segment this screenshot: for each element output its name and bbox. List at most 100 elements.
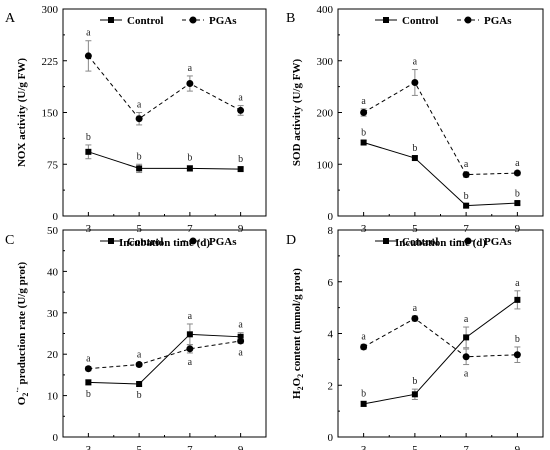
data-point [360, 109, 368, 116]
y-tick-label: 2 [328, 380, 334, 392]
legend-marker-circle [189, 16, 197, 24]
y-tick-label: 30 [47, 308, 59, 320]
significance-label: a [464, 314, 469, 325]
panel-label: C [5, 233, 14, 248]
legend-marker-circle [464, 237, 472, 245]
y-tick-label: 225 [42, 56, 59, 68]
legend-marker-square [108, 17, 114, 23]
data-point [84, 365, 92, 373]
x-tick-label: 5 [412, 444, 418, 450]
data-point [136, 165, 143, 172]
series-control: b b a a [360, 278, 521, 407]
data-point [84, 52, 92, 60]
data-point [136, 381, 143, 388]
legend-item-pgas: PGAs [457, 15, 512, 27]
series-line [363, 81, 518, 176]
legend-label: Control [402, 15, 438, 27]
series-line [88, 151, 241, 170]
data-point [514, 200, 521, 207]
x-tick-label: 9 [515, 223, 521, 235]
significance-label: b [137, 151, 142, 162]
legend-item-control: Control [100, 15, 163, 27]
legend-item-control: Control [100, 236, 163, 248]
significance-label: b [412, 143, 417, 154]
data-point [85, 379, 92, 386]
x-axis-title: Incubation time (d) [395, 237, 486, 249]
y-axis-title: SOD activity (U/g FW) [291, 59, 303, 167]
data-point [411, 314, 419, 322]
y-axis-title-part: production rate (U/g prot) [16, 261, 28, 387]
data-point [411, 155, 418, 162]
x-tick-label: 5 [136, 223, 142, 235]
data-point [186, 345, 194, 353]
panel-a: A 0 75 150 225 300 3 5 7 9 Incubation time (d) NOX … [5, 4, 267, 249]
y-axis-title-part: 2 [296, 374, 305, 378]
y-axis-title-part: H [291, 390, 303, 399]
significance-label: b [86, 389, 91, 400]
significance-label: a [188, 63, 193, 74]
significance-label: a [86, 28, 91, 39]
x-axis-title: Incubation time (d) [119, 237, 210, 249]
data-point [360, 400, 367, 407]
y-tick-label: 50 [47, 225, 59, 237]
plot-frame [62, 229, 267, 438]
significance-label: b [361, 388, 366, 399]
series-line [363, 299, 518, 405]
panel-label: B [286, 11, 295, 26]
significance-label: b [361, 127, 366, 138]
panel-c: C 0 10 20 30 40 50 3 5 7 9 Incubation time (d) O2·- … [5, 225, 267, 450]
significance-label: a [361, 331, 366, 342]
significance-label: b [515, 189, 520, 200]
x-tick-label: 3 [361, 223, 367, 235]
x-tick-label: 9 [515, 444, 521, 450]
data-point [135, 361, 143, 369]
panel-label: A [5, 11, 16, 26]
y-tick-label: 75 [47, 159, 59, 171]
legend-item-pgas: PGAs [457, 236, 512, 248]
x-tick-label: 7 [187, 444, 193, 450]
x-tick-label: 9 [238, 223, 244, 235]
y-axis-title: NOX activity (U/g FW) [16, 58, 28, 167]
significance-label: b [515, 334, 520, 345]
legend-marker-circle [189, 237, 197, 245]
legend-item-pgas: PGAs [182, 236, 237, 248]
series-line [363, 317, 518, 358]
significance-label: b [238, 154, 243, 165]
data-point [463, 202, 470, 209]
data-point [411, 78, 419, 86]
legend-marker-square [383, 238, 389, 244]
series-control: b b a a [85, 311, 244, 401]
series-line [87, 55, 241, 120]
legend-label: PGAs [484, 15, 512, 27]
panel-b: B 0 100 200 300 400 3 5 7 9 Incubation time (d) SOD… [286, 4, 544, 249]
data-point [360, 139, 367, 146]
y-tick-label: 40 [47, 266, 59, 278]
panel-label: D [286, 233, 296, 248]
x-tick-label: 3 [86, 223, 92, 235]
significance-label: a [464, 369, 469, 380]
legend-marker-circle [464, 16, 472, 24]
significance-label: a [238, 320, 243, 331]
significance-label: a [86, 354, 91, 365]
y-axis-title-part: content (mmol/g prot) [291, 268, 303, 374]
data-point [411, 391, 418, 398]
y-tick-label: 4 [328, 329, 334, 341]
x-tick-label: 7 [463, 444, 469, 450]
y-tick-label: 8 [328, 225, 334, 237]
y-tick-label: 0 [328, 432, 334, 444]
data-point [513, 351, 521, 359]
plot-frame [62, 8, 267, 217]
data-point [513, 169, 521, 177]
legend-label: PGAs [209, 236, 237, 248]
legend-item-pgas: PGAs [182, 15, 237, 27]
legend-label: Control [127, 236, 163, 248]
y-tick-label: 150 [42, 108, 59, 120]
series-line [88, 340, 241, 370]
significance-label: a [515, 278, 520, 289]
legend-item-control: Control [375, 15, 438, 27]
significance-label: a [188, 311, 193, 322]
significance-label: b [137, 390, 142, 401]
series-line [88, 333, 241, 385]
